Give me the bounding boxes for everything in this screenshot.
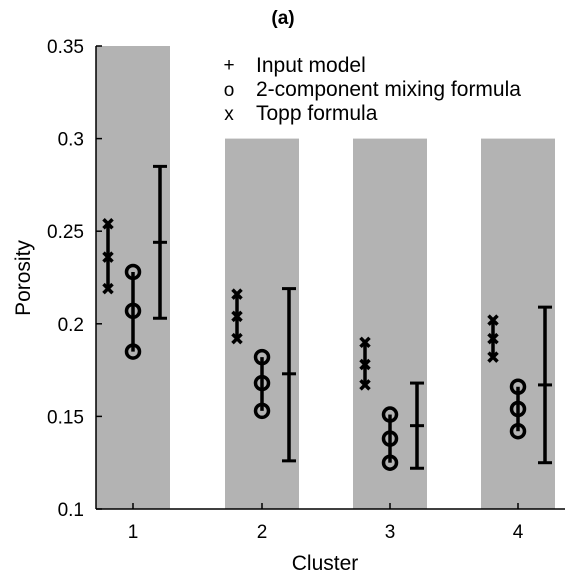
marker-x xyxy=(102,251,114,263)
y-ticks: 0.1 0.15 0.2 0.25 0.3 0.35 xyxy=(47,37,102,521)
marker-circle xyxy=(381,406,399,423)
x-tick-label: 3 xyxy=(385,522,396,543)
marker-x xyxy=(231,310,243,323)
errorbar-input-model-cluster-3 xyxy=(410,381,424,470)
marker-x xyxy=(102,282,114,295)
marker-circle xyxy=(124,263,142,281)
errorbar-input-model-cluster-1 xyxy=(153,164,167,320)
x-tick-label: 4 xyxy=(513,522,524,543)
marker-circle xyxy=(509,378,527,396)
errorbar-topp-formula-cluster-2 xyxy=(231,288,243,345)
errorbar-2-component-mixing-formula-cluster-1 xyxy=(124,263,142,360)
marker-circle xyxy=(381,454,399,471)
y-tick-label: 0.25 xyxy=(47,222,84,243)
marker-x xyxy=(102,218,114,230)
marker-circle xyxy=(124,343,142,360)
series-marks xyxy=(102,164,552,471)
y-tick-label: 0.15 xyxy=(47,407,84,428)
x-ticks: 1 2 3 4 xyxy=(128,503,524,543)
marker-circle xyxy=(253,348,271,366)
legend-label-input-model: Input model xyxy=(256,54,366,77)
legend-label-topp-formula: Topp formula xyxy=(256,102,378,125)
errorbar-topp-formula-cluster-1 xyxy=(102,218,114,295)
errorbar-2-component-mixing-formula-cluster-2 xyxy=(253,348,271,420)
x-tick-label: 1 xyxy=(128,522,139,543)
marker-x xyxy=(359,379,371,391)
legend-symbol-topp-formula: x xyxy=(224,104,234,125)
errorbar-topp-formula-cluster-4 xyxy=(487,314,499,363)
marker-x xyxy=(231,332,243,345)
axes xyxy=(95,46,565,510)
marker-circle xyxy=(509,422,527,440)
marker-x xyxy=(359,358,371,371)
errorbar-topp-formula-cluster-3 xyxy=(359,336,371,391)
marker-circle xyxy=(509,400,527,418)
x-axis-title: Cluster xyxy=(292,552,359,575)
legend-symbol-input-model: + xyxy=(223,55,234,76)
chart-title: (a) xyxy=(271,8,294,29)
marker-circle xyxy=(381,430,399,447)
marker-x xyxy=(231,288,243,300)
legend-label-mixing-formula: 2-component mixing formula xyxy=(256,78,521,101)
y-tick-label: 0.1 xyxy=(58,500,84,521)
errorbar-input-model-cluster-2 xyxy=(282,287,296,463)
marker-circle xyxy=(124,302,142,320)
y-tick-label: 0.3 xyxy=(58,130,84,151)
shaded-bands xyxy=(96,46,555,509)
marker-x xyxy=(487,351,499,363)
marker-circle xyxy=(253,402,271,420)
errorbar-input-model-cluster-4 xyxy=(538,305,552,465)
legend: + Input model o 2-component mixing formu… xyxy=(223,54,521,125)
y-tick-label: 0.35 xyxy=(47,37,84,58)
y-axis-title: Porosity xyxy=(12,240,35,316)
x-tick-label: 2 xyxy=(257,522,268,543)
marker-x xyxy=(359,336,371,349)
legend-symbol-mixing-formula: o xyxy=(224,80,235,101)
errorbar-2-component-mixing-formula-cluster-4 xyxy=(509,378,527,440)
marker-x xyxy=(487,314,499,326)
errorbar-2-component-mixing-formula-cluster-3 xyxy=(381,406,399,471)
marker-x xyxy=(487,332,499,345)
y-tick-label: 0.2 xyxy=(58,315,84,336)
marker-circle xyxy=(253,374,271,392)
